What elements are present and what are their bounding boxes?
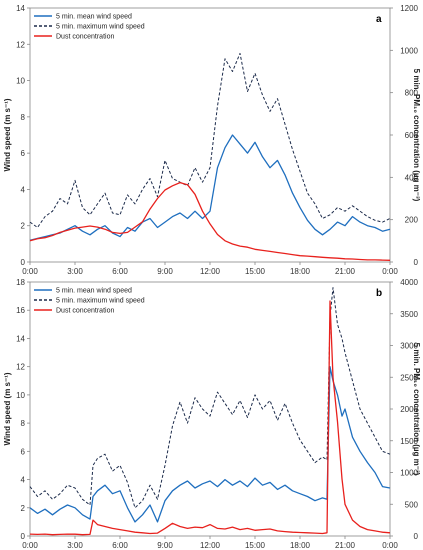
y-tick-label: 4: [21, 476, 26, 485]
y-tick-label: 6: [21, 149, 26, 158]
series-line-1: [29, 52, 391, 228]
y-tick-label: 14: [16, 4, 25, 13]
y-tick-label: 4: [21, 185, 26, 194]
y2-tick-label: 0: [414, 258, 419, 267]
y2-tick-label: 1000: [400, 469, 418, 478]
y2-axis-label: 5 min. PM₁₀ concentration (µg m⁻³): [412, 69, 421, 202]
y-tick-label: 8: [21, 113, 26, 122]
x-tick-label: 3:00: [67, 541, 83, 550]
y2-tick-label: 500: [405, 500, 419, 509]
y2-tick-label: 400: [405, 173, 419, 182]
legend-label: Dust concentration: [56, 308, 114, 315]
y-axis-label: Wind speed (m s⁻¹): [3, 372, 12, 445]
legend-label: Dust concentration: [56, 34, 114, 41]
y-tick-label: 6: [21, 447, 26, 456]
y-tick-label: 10: [16, 391, 25, 400]
x-tick-label: 12:00: [200, 267, 221, 276]
x-tick-label: 0:00: [22, 541, 38, 550]
y-tick-label: 18: [16, 278, 25, 287]
y-tick-label: 2: [21, 504, 26, 513]
x-tick-label: 18:00: [290, 541, 311, 550]
panel-a: 0 2 4 6 8 10 12 14 0 200 400 600 800 1000 1200 0:00 3:00…: [3, 4, 421, 276]
series-line-2: [29, 300, 391, 536]
series-line-0: [29, 134, 391, 241]
x-tick-label: 9:00: [157, 267, 173, 276]
x-tick-label: 0:00: [22, 267, 38, 276]
y2-tick-label: 1500: [400, 437, 418, 446]
x-tick-label: 18:00: [290, 267, 311, 276]
y-tick-label: 12: [16, 363, 25, 372]
y2-tick-label: 800: [405, 89, 419, 98]
x-tick-label: 3:00: [67, 267, 83, 276]
legend-label: 5 min. mean wind speed: [56, 14, 132, 21]
legend-label: 5 min. maximum wind speed: [56, 24, 145, 31]
y2-tick-label: 3000: [400, 342, 418, 351]
y2-tick-label: 1200: [400, 4, 418, 13]
x-tick-label: 6:00: [112, 267, 128, 276]
y-axis-label: Wind speed (m s⁻¹): [3, 98, 12, 171]
y-tick-label: 10: [16, 77, 25, 86]
y2-tick-label: 1000: [400, 46, 418, 55]
y-tick-label: 2: [21, 222, 26, 231]
x-tick-label: 0:00: [382, 541, 398, 550]
y2-tick-label: 200: [405, 216, 419, 225]
x-tick-label: 15:00: [245, 267, 266, 276]
panel-b: 0 2 4 6 8 10 12 14 16 18 0 500 1000 1500 2000 2500 3000 3…: [3, 278, 421, 550]
series-line-1: [29, 287, 391, 509]
y-tick-label: 8: [21, 419, 26, 428]
y-tick-label: 0: [21, 258, 26, 267]
y2-tick-label: 4000: [400, 278, 418, 287]
y2-tick-label: 2000: [400, 405, 418, 414]
y-tick-label: 12: [16, 40, 25, 49]
y-tick-label: 16: [16, 306, 25, 315]
legend-label: 5 min. maximum wind speed: [56, 298, 145, 305]
panel-label: a: [376, 14, 382, 25]
y2-tick-label: 600: [405, 131, 419, 140]
x-tick-label: 21:00: [335, 541, 356, 550]
x-tick-label: 15:00: [245, 541, 266, 550]
legend-label: 5 min. mean wind speed: [56, 288, 132, 295]
series-line-2: [29, 181, 391, 261]
y-tick-label: 14: [16, 334, 25, 343]
x-tick-label: 21:00: [335, 267, 356, 276]
x-tick-label: 0:00: [382, 267, 398, 276]
x-tick-label: 6:00: [112, 541, 128, 550]
y2-axis-label: 5 min. PM₁₀ concentration (µg m⁻³): [412, 343, 421, 476]
y-tick-label: 0: [21, 532, 26, 541]
x-tick-label: 9:00: [157, 541, 173, 550]
y2-tick-label: 2500: [400, 373, 418, 382]
y2-tick-label: 0: [414, 532, 419, 541]
y2-tick-label: 3500: [400, 310, 418, 319]
panel-label: b: [376, 288, 382, 299]
series-line-0: [29, 366, 391, 523]
x-tick-label: 12:00: [200, 541, 221, 550]
